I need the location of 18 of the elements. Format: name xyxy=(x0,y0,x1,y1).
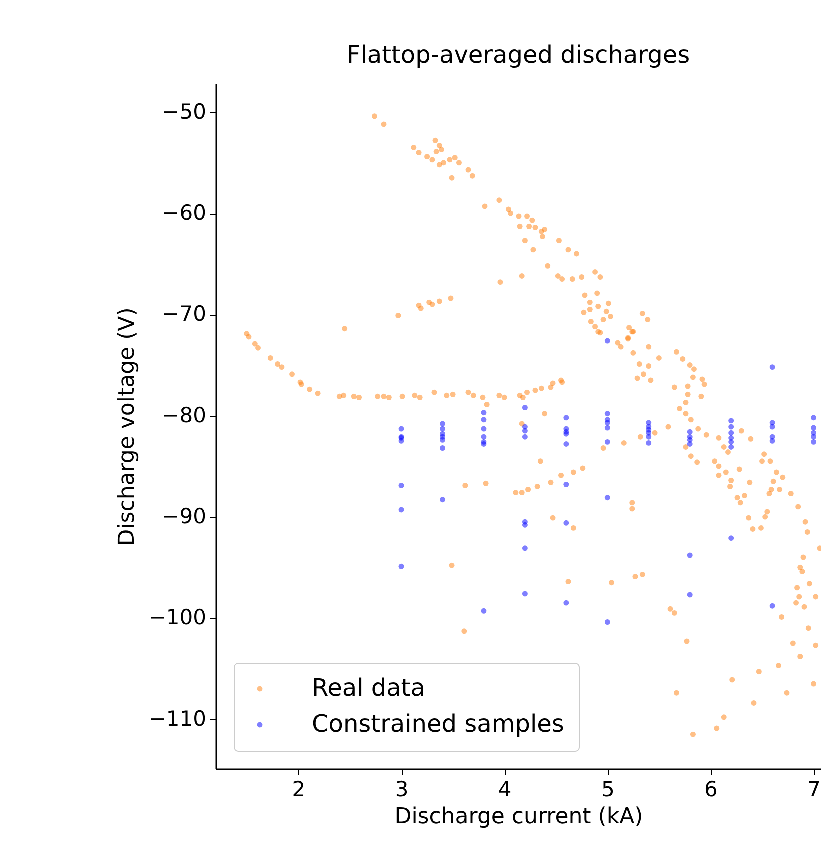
y-tick-label: −100 xyxy=(148,606,206,630)
y-tick-label: −50 xyxy=(162,100,206,124)
x-tick-label: 2 xyxy=(292,778,306,802)
x-axis-title: Discharge current (kA) xyxy=(394,804,644,830)
x-tick-label: 5 xyxy=(601,778,615,802)
y-tick-label: −90 xyxy=(162,504,206,529)
y-tick-label: −110 xyxy=(148,706,206,731)
x-tick-label: 7 xyxy=(808,778,821,802)
y-tick-label: −60 xyxy=(162,201,206,226)
legend-label: Real data xyxy=(312,674,426,702)
chart-title: Flattop-averaged discharges xyxy=(346,41,690,69)
x-tick-label: 4 xyxy=(498,778,512,802)
x-tick-label: 6 xyxy=(704,778,718,802)
y-axis-title: Discharge voltage (V) xyxy=(114,308,140,546)
y-tick-label: −70 xyxy=(162,302,206,326)
y-tick-label: −80 xyxy=(162,403,206,428)
x-tick-label: 3 xyxy=(395,778,409,802)
legend-label: Constrained samples xyxy=(312,710,564,738)
